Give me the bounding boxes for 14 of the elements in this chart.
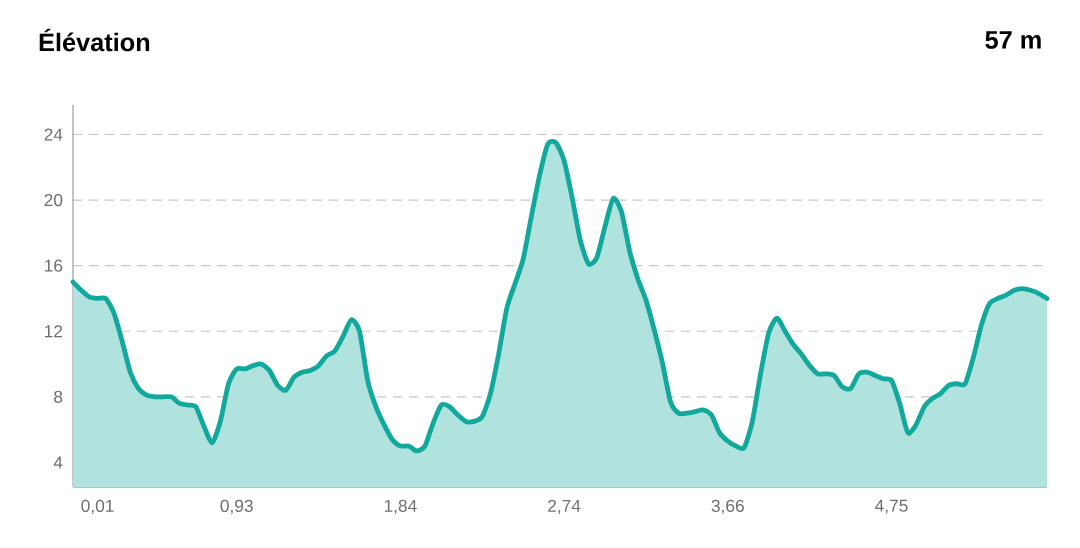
y-tick-label: 24 <box>44 128 63 141</box>
x-tick-label: 0,93 <box>220 499 253 515</box>
y-tick-label: 4 <box>53 456 63 469</box>
y-tick-label: 20 <box>44 193 63 207</box>
x-tick-label: 0,01 <box>81 499 114 515</box>
y-tick-label: 12 <box>45 325 63 338</box>
x-tick-label: 2,74 <box>548 499 581 515</box>
y-tick-label: 8 <box>54 390 63 403</box>
x-tick-label: 3,66 <box>711 499 744 515</box>
text: 57 m <box>985 31 1041 49</box>
x-tick-label: 4,75 <box>875 499 908 514</box>
x-tick-label: 1,84 <box>384 499 417 515</box>
chart-title: Élévation <box>39 28 150 52</box>
y-tick-label: 16 <box>45 259 63 272</box>
